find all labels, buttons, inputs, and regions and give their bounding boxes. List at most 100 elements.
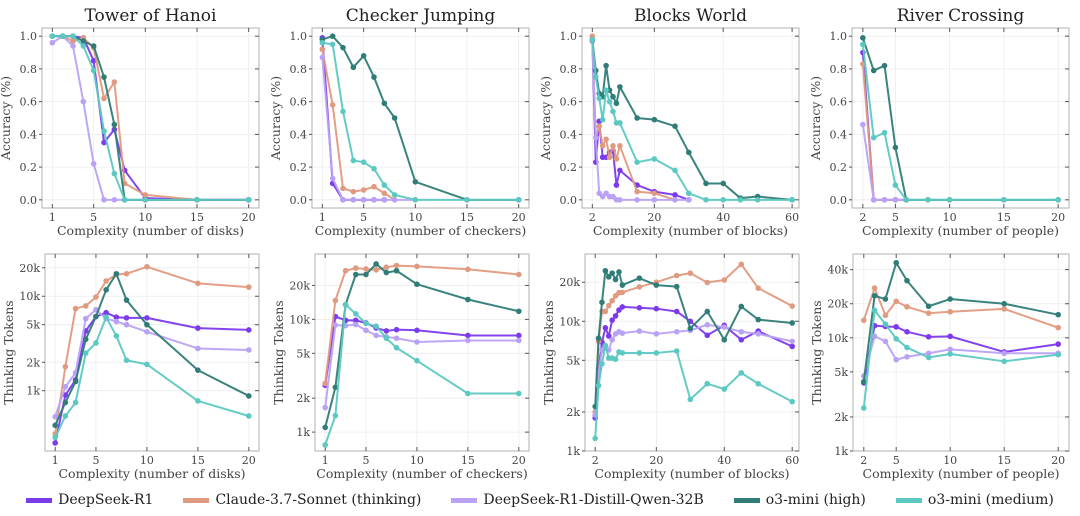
- data-point: [882, 296, 889, 302]
- y-tick-label: 1.0: [560, 30, 578, 43]
- data-point: [52, 434, 58, 441]
- data-point: [789, 398, 796, 405]
- series-line: [324, 323, 519, 408]
- data-point: [352, 317, 359, 324]
- data-point: [352, 321, 359, 328]
- data-point: [861, 405, 867, 411]
- data-point: [893, 259, 899, 266]
- y-tick-label: 0.8: [830, 63, 848, 76]
- data-point: [619, 289, 626, 296]
- data-point: [738, 370, 745, 376]
- data-point: [373, 267, 379, 273]
- series-o3-mini-high: [319, 33, 522, 203]
- data-point: [111, 121, 118, 128]
- series-claude-3-7-sonnet-thinking: [592, 261, 796, 415]
- legend-swatch: [733, 497, 760, 503]
- y-tick-label: 1.0: [290, 30, 308, 43]
- data-point: [59, 33, 66, 39]
- series-line: [52, 35, 249, 201]
- data-point: [412, 197, 419, 203]
- data-point: [738, 336, 745, 343]
- data-point: [651, 190, 658, 197]
- data-point: [101, 95, 107, 102]
- data-point: [1055, 324, 1061, 331]
- data-point: [612, 313, 619, 319]
- x-tick-label: 60: [785, 454, 799, 467]
- panel-title: River Crossing: [897, 6, 1025, 26]
- y-tick-label: 1k: [26, 385, 40, 398]
- y-tick-label: 1k: [296, 426, 310, 439]
- x-tick-label: 20: [649, 454, 663, 467]
- data-point: [329, 175, 336, 182]
- data-point: [82, 315, 89, 322]
- data-point: [882, 321, 889, 327]
- data-point: [893, 298, 899, 305]
- y-tick-label: 0.0: [560, 194, 578, 207]
- data-point: [322, 424, 328, 431]
- data-point: [609, 317, 615, 323]
- data-point: [721, 336, 728, 343]
- y-tick-label: 10k: [827, 332, 848, 345]
- data-point: [465, 266, 471, 273]
- data-point: [93, 313, 99, 320]
- data-point: [704, 279, 711, 286]
- data-point: [123, 321, 130, 328]
- data-point: [371, 183, 377, 190]
- data-point: [62, 363, 69, 370]
- panel-title: Checker Jumping: [346, 6, 496, 26]
- data-point: [606, 154, 613, 161]
- data-point: [246, 284, 252, 290]
- data-point: [101, 74, 107, 80]
- data-point: [589, 36, 596, 43]
- axes-frame: [44, 253, 260, 452]
- data-point: [653, 282, 660, 288]
- data-point: [634, 159, 640, 165]
- data-point: [619, 350, 626, 356]
- data-point: [342, 267, 349, 274]
- data-point: [925, 310, 932, 316]
- data-point: [363, 271, 369, 278]
- data-point: [90, 161, 97, 167]
- series-o3-mini-high: [592, 267, 796, 410]
- x-tick-label: 2: [859, 211, 866, 224]
- data-point: [246, 393, 252, 399]
- data-point: [603, 62, 609, 69]
- data-point: [465, 332, 471, 339]
- data-point: [947, 296, 953, 302]
- y-axis-label: Accuracy (%): [538, 76, 553, 161]
- y-tick-label: 40k: [827, 264, 848, 277]
- data-point: [93, 294, 99, 300]
- data-point: [360, 197, 367, 203]
- data-point: [685, 197, 692, 203]
- x-tick-label: 40: [717, 454, 731, 467]
- data-point: [1055, 351, 1061, 358]
- data-point: [393, 335, 400, 342]
- y-tick-label: 10k: [289, 313, 310, 326]
- data-point: [101, 128, 107, 134]
- series-o3-mini-high: [861, 259, 1061, 385]
- data-point: [332, 384, 339, 391]
- data-point: [870, 197, 877, 203]
- data-point: [892, 197, 899, 203]
- data-point: [738, 303, 745, 310]
- series-line: [594, 305, 793, 418]
- data-point: [383, 269, 390, 276]
- series-claude-3-7-sonnet-thinking: [861, 285, 1061, 331]
- data-point: [861, 317, 867, 324]
- series-o3-mini-medium: [322, 301, 522, 448]
- x-axis-label: Complexity (number of checkers): [315, 223, 526, 238]
- series-deepseek-r1: [49, 33, 252, 203]
- y-tick-label: 5k: [26, 319, 40, 332]
- data-point: [673, 308, 680, 315]
- data-point: [142, 197, 149, 203]
- y-tick-label: 0.4: [290, 128, 308, 141]
- y-tick-label: 0.0: [290, 194, 308, 207]
- data-point: [373, 332, 379, 339]
- data-point: [651, 116, 658, 123]
- data-point: [870, 134, 877, 141]
- data-point: [1001, 358, 1007, 365]
- data-point: [946, 197, 953, 203]
- data-point: [754, 197, 761, 203]
- data-point: [319, 39, 326, 46]
- series-deepseek-r1-distill-qwen-32b: [589, 38, 692, 203]
